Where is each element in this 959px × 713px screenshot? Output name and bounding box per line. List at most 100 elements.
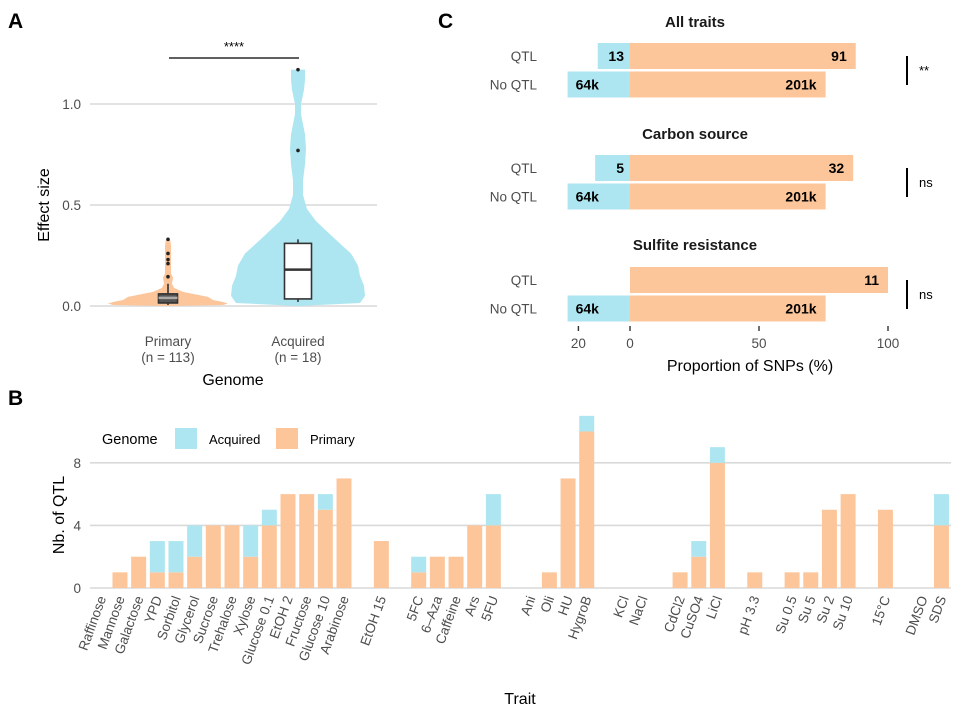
- bar-primary: [224, 525, 240, 588]
- x-tick-label: EtOH 15: [357, 594, 389, 648]
- x-tick-label: 5FU: [478, 594, 501, 623]
- outlier-point: [166, 261, 170, 266]
- legend-swatch-acquired: [175, 428, 197, 449]
- bar-acquired: [691, 541, 707, 557]
- bar-primary: [317, 509, 333, 588]
- y-tick-label: 0.5: [62, 198, 81, 213]
- bar-primary: [630, 43, 856, 69]
- bar-value-label-primary: 32: [829, 160, 845, 176]
- bar-acquired: [933, 494, 949, 526]
- panel-c-proportion-chart: All traits QTL 13 91 No QTL 64k 201k ** Carbon s…: [490, 14, 933, 375]
- facet-title: All traits: [665, 14, 725, 31]
- panel-a-x-labels: Primary (n = 113) Acquired (n = 18): [141, 334, 324, 365]
- panel-a-y-axis-title: Effect size: [36, 168, 53, 242]
- significance-label: **: [919, 63, 929, 78]
- row-label: QTL: [511, 49, 538, 64]
- bar-primary: [149, 572, 165, 588]
- bar-primary: [840, 494, 856, 588]
- bar-primary: [709, 462, 725, 588]
- outlier-point: [296, 148, 300, 153]
- bar-primary: [429, 556, 445, 588]
- facet-title: Sulfite resistance: [633, 237, 757, 254]
- panel-a-x-axis-title: Genome: [202, 372, 263, 389]
- bar-acquired: [317, 494, 333, 510]
- bar-primary: [691, 556, 707, 588]
- legend: Genome Acquired Primary: [102, 428, 355, 449]
- x-label-acquired: Acquired: [271, 334, 324, 349]
- bar-value-label-primary: 201k: [785, 189, 816, 205]
- violin-primary: [108, 239, 228, 306]
- bar-primary: [299, 494, 315, 588]
- significance-label: ****: [224, 39, 244, 54]
- x-tick-label: 15°C: [869, 594, 893, 628]
- bar-primary: [560, 478, 576, 588]
- y-tick-label: 4: [73, 518, 81, 533]
- row-label: QTL: [511, 161, 538, 176]
- significance-label: ns: [919, 175, 933, 190]
- bar-acquired: [485, 494, 501, 526]
- significance-label: ns: [919, 287, 933, 302]
- bar-acquired: [149, 541, 165, 573]
- bar-primary: [821, 509, 837, 588]
- x-tick-label: 20: [571, 336, 586, 351]
- facet-title: Carbon source: [642, 126, 748, 143]
- panel-b-x-axis-title: Trait: [504, 691, 536, 708]
- bar-primary: [205, 525, 221, 588]
- x-tick-label: 100: [877, 336, 900, 351]
- panel-letter-a: A: [8, 10, 23, 33]
- bar-primary: [411, 572, 427, 588]
- bar-primary: [243, 556, 259, 588]
- bar-primary: [877, 509, 893, 588]
- bar-acquired: [709, 447, 725, 463]
- bar-acquired: [595, 155, 630, 181]
- bar-acquired: [579, 415, 595, 432]
- bar-primary: [630, 295, 826, 322]
- row-label: No QTL: [490, 78, 538, 93]
- bar-primary: [336, 478, 352, 588]
- bar-primary: [261, 525, 277, 588]
- bar-primary: [541, 572, 557, 588]
- bar-primary: [803, 572, 819, 588]
- bar-value-label-primary: 91: [831, 48, 847, 64]
- row-label: QTL: [511, 273, 538, 288]
- bar-primary: [280, 494, 296, 588]
- bar-value-label-primary: 11: [864, 272, 879, 288]
- x-label-primary-n: (n = 113): [141, 350, 194, 365]
- bar-acquired: [597, 43, 630, 69]
- bar-primary: [187, 556, 203, 588]
- bar-value-label-primary: 201k: [785, 301, 816, 317]
- bar-primary: [485, 525, 501, 588]
- y-tick-label: 0.0: [62, 299, 81, 314]
- bar-primary: [373, 541, 389, 588]
- bar-primary: [747, 572, 763, 588]
- bar-primary: [630, 267, 888, 293]
- row-label: No QTL: [490, 190, 538, 205]
- x-tick-label: HU: [555, 594, 576, 617]
- x-tick-label: pH 3.3: [735, 594, 763, 637]
- outlier-point: [166, 274, 170, 279]
- outlier-point: [166, 251, 170, 256]
- bar-acquired: [187, 525, 203, 557]
- bar-primary: [784, 572, 800, 588]
- bar-primary: [630, 183, 826, 210]
- legend-swatch-primary: [276, 428, 298, 449]
- x-tick-label: LiCl: [703, 594, 725, 621]
- panel-c-x-axis-title: Proportion of SNPs (%): [667, 358, 833, 375]
- bar-value-label-acquired: 64k: [576, 77, 600, 93]
- y-tick-label: 8: [73, 456, 81, 471]
- bar-acquired: [567, 71, 630, 98]
- y-tick-label: 0: [73, 581, 81, 596]
- x-tick-label: 50: [751, 336, 766, 351]
- y-tick-label: 1.0: [62, 97, 81, 112]
- bar-primary: [630, 155, 854, 181]
- bar-acquired: [411, 556, 427, 573]
- bar-primary: [630, 71, 826, 98]
- bar-acquired: [567, 295, 630, 322]
- bar-acquired: [567, 183, 630, 210]
- bar-value-label-acquired: 13: [608, 48, 624, 64]
- x-tick-label: Ani: [518, 594, 539, 617]
- panel-b-y-axis-title: Nb. of QTL: [51, 476, 68, 554]
- bar-primary: [579, 431, 595, 588]
- legend-title: Genome: [102, 432, 158, 448]
- bar-primary: [448, 556, 464, 588]
